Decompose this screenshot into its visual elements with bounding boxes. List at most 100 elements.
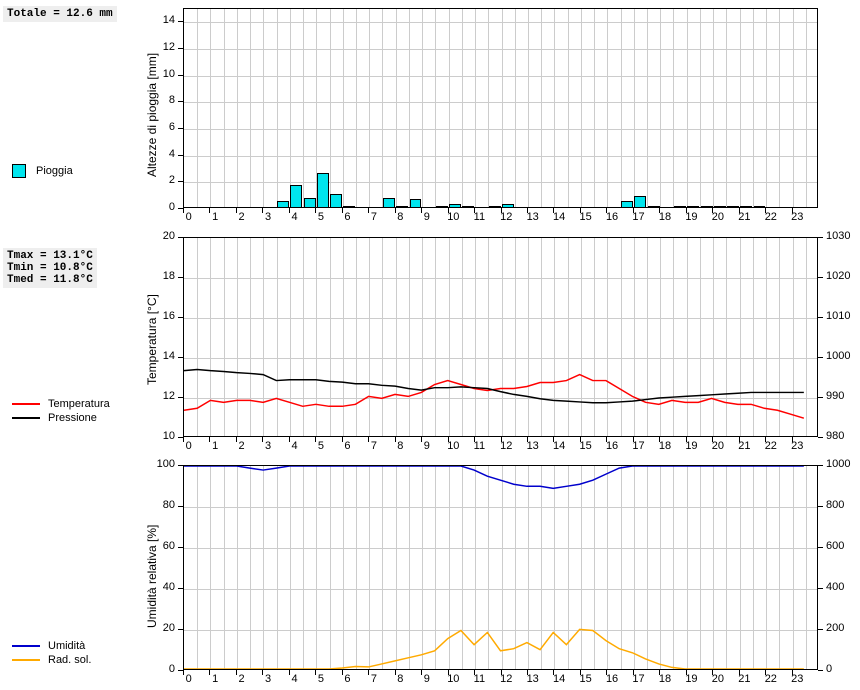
legend-line (12, 659, 40, 661)
y-tick-label: 100 (157, 458, 175, 470)
rain-bar (648, 206, 660, 208)
y-tick-label: 20 (163, 622, 175, 634)
y2-tick-label: 1010 (826, 310, 850, 322)
x-tick-label: 22 (765, 673, 777, 685)
y2-tick-label: 200 (826, 622, 844, 634)
x-tick-label: 20 (712, 673, 724, 685)
x-tick-label: 4 (291, 440, 297, 452)
x-tick-label: 10 (447, 440, 459, 452)
y-tick-label: 20 (163, 230, 175, 242)
y2-tick-label: 600 (826, 540, 844, 552)
x-tick-label: 15 (579, 673, 591, 685)
y2-tick-label: 980 (826, 430, 844, 442)
y2-tick-label: 990 (826, 390, 844, 402)
rain-bar (727, 206, 739, 208)
x-tick-label: 5 (318, 211, 324, 223)
x-tick-label: 22 (765, 440, 777, 452)
legend-label: Rad. sol. (48, 654, 91, 666)
rain-bar (277, 201, 289, 208)
x-tick-label: 6 (344, 211, 350, 223)
y2-tick-label: 0 (826, 663, 832, 675)
rain-bar (489, 206, 501, 208)
rain-bar (515, 207, 527, 208)
legend-line (12, 403, 40, 405)
y-tick-label: 0 (169, 201, 175, 213)
x-tick-label: 7 (371, 673, 377, 685)
x-tick-label: 1 (212, 211, 218, 223)
rain-bar (343, 206, 355, 208)
x-tick-label: 14 (553, 673, 565, 685)
x-tick-label: 21 (738, 673, 750, 685)
x-tick-label: 1 (212, 673, 218, 685)
legend-item: Pioggia (12, 164, 73, 178)
x-tick-label: 8 (397, 211, 403, 223)
x-tick-label: 18 (659, 211, 671, 223)
x-tick-label: 15 (579, 440, 591, 452)
x-tick-label: 5 (318, 673, 324, 685)
y-axis-title: Umidità relativa [%] (145, 524, 159, 627)
legend: Pioggia (12, 164, 73, 180)
chart-panel-3 (183, 465, 818, 670)
x-tick-label: 10 (447, 211, 459, 223)
rain-bar (383, 198, 395, 208)
x-tick-label: 9 (424, 211, 430, 223)
x-tick-label: 19 (685, 673, 697, 685)
x-tick-label: 21 (738, 440, 750, 452)
y-tick-label: 0 (169, 663, 175, 675)
x-tick-label: 22 (765, 211, 777, 223)
y-tick-label: 14 (163, 14, 175, 26)
x-tick-label: 19 (685, 440, 697, 452)
x-tick-label: 11 (474, 673, 485, 685)
x-tick-label: 8 (397, 673, 403, 685)
rain-bar (502, 204, 514, 208)
x-tick-label: 13 (527, 440, 539, 452)
rain-bar (462, 206, 474, 208)
x-tick-label: 17 (632, 440, 644, 452)
x-tick-label: 20 (712, 440, 724, 452)
rain-bar (290, 185, 302, 208)
y-tick-label: 14 (163, 350, 175, 362)
y-tick-label: 6 (169, 121, 175, 133)
y-axis-title: Altezze di pioggia [mm] (145, 53, 159, 177)
x-tick-label: 9 (424, 440, 430, 452)
rain-bar (714, 206, 726, 208)
x-tick-label: 6 (344, 440, 350, 452)
x-tick-label: 11 (474, 440, 485, 452)
rain-bar (687, 206, 699, 208)
y-tick-label: 18 (163, 270, 175, 282)
legend-item: Umidità (12, 640, 91, 652)
y-tick-label: 12 (163, 390, 175, 402)
y2-tick-label: 1030 (826, 230, 850, 242)
series-umidita (184, 466, 804, 488)
x-tick-label: 12 (500, 673, 512, 685)
weather-charts-container: 0123456789101112131415161718192021222302… (0, 0, 860, 690)
x-tick-label: 9 (424, 673, 430, 685)
x-tick-label: 16 (606, 211, 618, 223)
rain-bar (449, 204, 461, 208)
rain-bar (740, 206, 752, 208)
rain-bar (621, 201, 633, 208)
legend-line (12, 645, 40, 647)
series-radsol (184, 629, 804, 669)
x-tick-label: 12 (500, 440, 512, 452)
x-tick-label: 7 (371, 440, 377, 452)
x-tick-label: 14 (553, 440, 565, 452)
x-tick-label: 20 (712, 211, 724, 223)
y2-tick-label: 1020 (826, 270, 850, 282)
series-pressione (184, 369, 804, 402)
legend: Umidità Rad. sol. (12, 640, 91, 668)
legend-label: Pioggia (36, 165, 73, 177)
y-tick-label: 4 (169, 148, 175, 160)
x-tick-label: 2 (239, 440, 245, 452)
rain-bar (317, 173, 329, 208)
x-tick-label: 8 (397, 440, 403, 452)
x-tick-label: 6 (344, 673, 350, 685)
legend-item: Rad. sol. (12, 654, 91, 666)
y-axis-title: Temperatura [°C] (145, 294, 159, 385)
x-tick-label: 7 (371, 211, 377, 223)
x-tick-label: 14 (553, 211, 565, 223)
x-tick-label: 11 (474, 211, 485, 223)
rain-bar (436, 206, 448, 208)
x-tick-label: 18 (659, 440, 671, 452)
y-tick-label: 16 (163, 310, 175, 322)
